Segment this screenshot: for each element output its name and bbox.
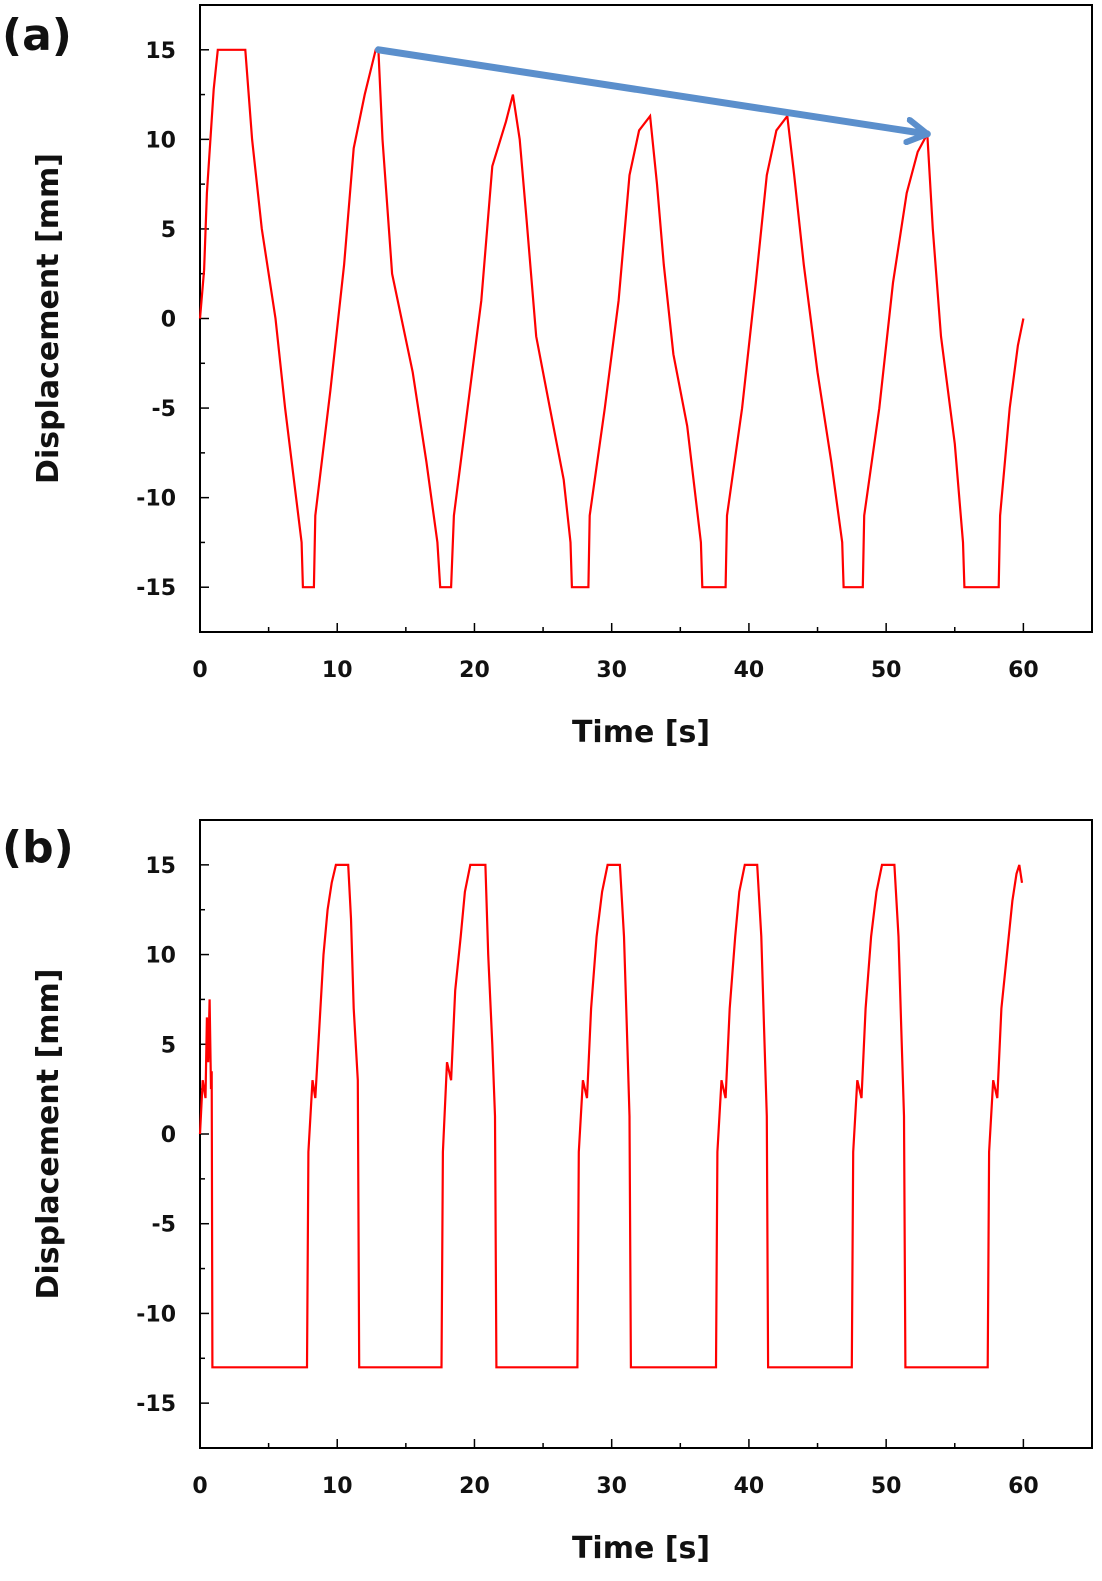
x-tick-label: 60 — [1008, 658, 1039, 683]
panel-label: (a) — [2, 10, 72, 61]
y-tick-label: -5 — [152, 1213, 176, 1238]
plot-frame — [199, 819, 1093, 1449]
x-tick-label: 40 — [734, 1474, 765, 1499]
y-tick-label: 10 — [145, 944, 176, 969]
x-tick-label: 60 — [1008, 1474, 1039, 1499]
y-tick-label: 0 — [161, 308, 176, 333]
chart-panel-b: 0 10 20 30 40 50 60 -15 -10 -5 0 5 10 15 Time [s] Displ… — [2, 819, 1093, 1566]
x-tick-label: 10 — [322, 1474, 353, 1499]
y-tick-label: 15 — [145, 39, 176, 64]
plot-frame — [199, 4, 1093, 633]
y-tick-label: 5 — [161, 218, 176, 243]
x-tick-label: 0 — [192, 1474, 207, 1499]
panel-label: (b) — [2, 822, 74, 873]
series-line — [198, 863, 1024, 1369]
y-axis-title: Displacement [mm] — [31, 969, 66, 1300]
x-tick-label: 50 — [871, 1474, 902, 1499]
y-tick-label: -15 — [136, 576, 176, 601]
y-axis-title: Displacement [mm] — [31, 153, 66, 484]
x-tick-label: 10 — [322, 658, 353, 683]
y-tick-label: -15 — [136, 1392, 176, 1417]
y-tick-label: 0 — [161, 1123, 176, 1148]
series-line — [198, 48, 1025, 589]
x-tick-label: 20 — [459, 658, 490, 683]
y-tick-label: 10 — [145, 128, 176, 153]
x-tick-label: 50 — [871, 658, 902, 683]
y-tick-label: -5 — [152, 397, 176, 422]
y-tick-label: 15 — [145, 854, 176, 879]
y-tick-label: 5 — [161, 1033, 176, 1058]
trend-arrow — [374, 46, 931, 134]
x-tick-label: 30 — [596, 1474, 627, 1499]
chart-panel-a: 0 10 20 30 40 50 60 -15 -10 -5 0 5 10 15 Time [s] Displ… — [2, 4, 1093, 750]
x-tick-label: 40 — [734, 658, 765, 683]
x-tick-label: 30 — [596, 658, 627, 683]
x-tick-label: 20 — [459, 1474, 490, 1499]
x-tick-label: 0 — [192, 658, 207, 683]
x-axis-title: Time [s] — [572, 1531, 710, 1566]
y-tick-label: -10 — [136, 1302, 176, 1327]
y-tick-label: -10 — [136, 487, 176, 512]
x-axis-title: Time [s] — [572, 715, 710, 750]
